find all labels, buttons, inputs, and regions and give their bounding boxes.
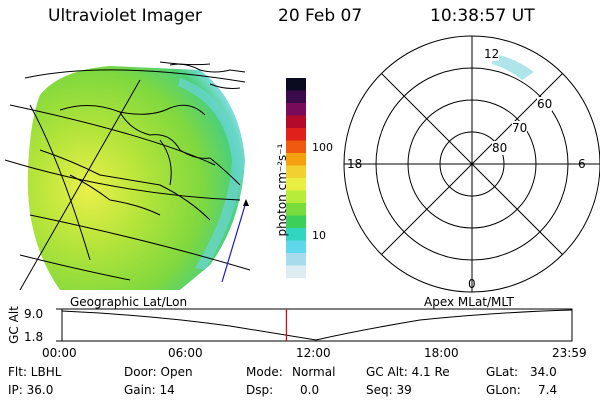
timeline-right-label: Apex MLat/MLT: [424, 295, 514, 309]
timeline-xtick-2359: 23:59: [552, 346, 587, 360]
colorbar-swatch: [286, 228, 306, 241]
timeline-left-label: Geographic Lat/Lon: [70, 295, 188, 309]
track-line: [221, 201, 247, 283]
mlt-label-12: 12: [484, 47, 500, 61]
colorbar-tick-10: 10: [312, 229, 326, 242]
date-label: 20 Feb 07: [278, 6, 363, 26]
altitude-curve: [61, 309, 573, 341]
colorbar-swatch: [286, 215, 306, 229]
time-label: 10:38:57 UT: [430, 6, 535, 26]
colorbar-swatch: [286, 90, 306, 104]
info-glat-label: GLat:: [486, 365, 519, 379]
timeline-xtick-1200: 12:00: [296, 346, 331, 360]
mlt-label-0: 0: [468, 277, 476, 291]
colorbar-swatch: [286, 203, 306, 216]
info-mode-label: Mode:: [246, 365, 283, 379]
colorbar: [286, 78, 306, 278]
info-ip: IP: 36.0: [8, 383, 54, 397]
timeline-xtick-0600: 06:00: [168, 346, 203, 360]
timeline-xtick-1800: 18:00: [424, 346, 459, 360]
colorbar-tick-100: 100: [312, 141, 333, 154]
colorbar-gradient: [286, 78, 306, 278]
info-seq: Seq: 39: [366, 383, 412, 397]
colorbar-swatch: [286, 153, 306, 166]
info-door: Door: Open: [124, 365, 193, 379]
track-arrow-icon: [243, 199, 249, 206]
coastline-overlay: [39, 104, 241, 221]
info-mode-value: Normal: [292, 365, 336, 379]
colorbar-swatch: [286, 190, 306, 204]
polar-aurora-patch: [492, 54, 534, 80]
mlt-label-6: 6: [578, 157, 586, 171]
colorbar-swatch: [286, 128, 306, 141]
info-glat-value: 34.0: [530, 365, 557, 379]
mlt-label-18: 18: [347, 157, 363, 171]
colorbar-swatch: [286, 165, 306, 179]
timeline-xtick-0000: 00:00: [42, 346, 77, 360]
info-dsp-value: 0.0: [300, 383, 320, 397]
info-flt: Flt: LBHL: [8, 365, 62, 379]
colorbar-swatch: [286, 78, 306, 91]
timeline-frame: [61, 308, 573, 342]
colorbar-swatch: [286, 115, 306, 129]
lat-label-80: 80: [492, 141, 508, 155]
info-dsp-label: Dsp:: [246, 383, 274, 397]
colorbar-swatch: [286, 240, 306, 254]
colorbar-swatch: [286, 178, 306, 191]
colorbar-swatch: [286, 253, 306, 266]
coastline-outer: [169, 63, 246, 89]
colorbar-swatch: [286, 140, 306, 154]
info-glon-label: GLon:: [486, 383, 521, 397]
info-gain: Gain: 14: [124, 383, 175, 397]
lat-lon-grid: [4, 61, 251, 291]
lat-label-60: 60: [537, 97, 553, 111]
colorbar-swatch: [286, 103, 306, 116]
lat-label-70: 70: [512, 121, 528, 135]
instrument-title: Ultraviolet Imager: [48, 6, 202, 26]
info-glon-value: 7.4: [538, 383, 558, 397]
timeline-ytick-min: 1.8: [24, 330, 44, 344]
colorbar-swatch: [286, 265, 306, 278]
timeline-ytick-max: 9.0: [24, 307, 44, 321]
info-gc-alt: GC Alt: 4.1 Re: [366, 365, 450, 379]
